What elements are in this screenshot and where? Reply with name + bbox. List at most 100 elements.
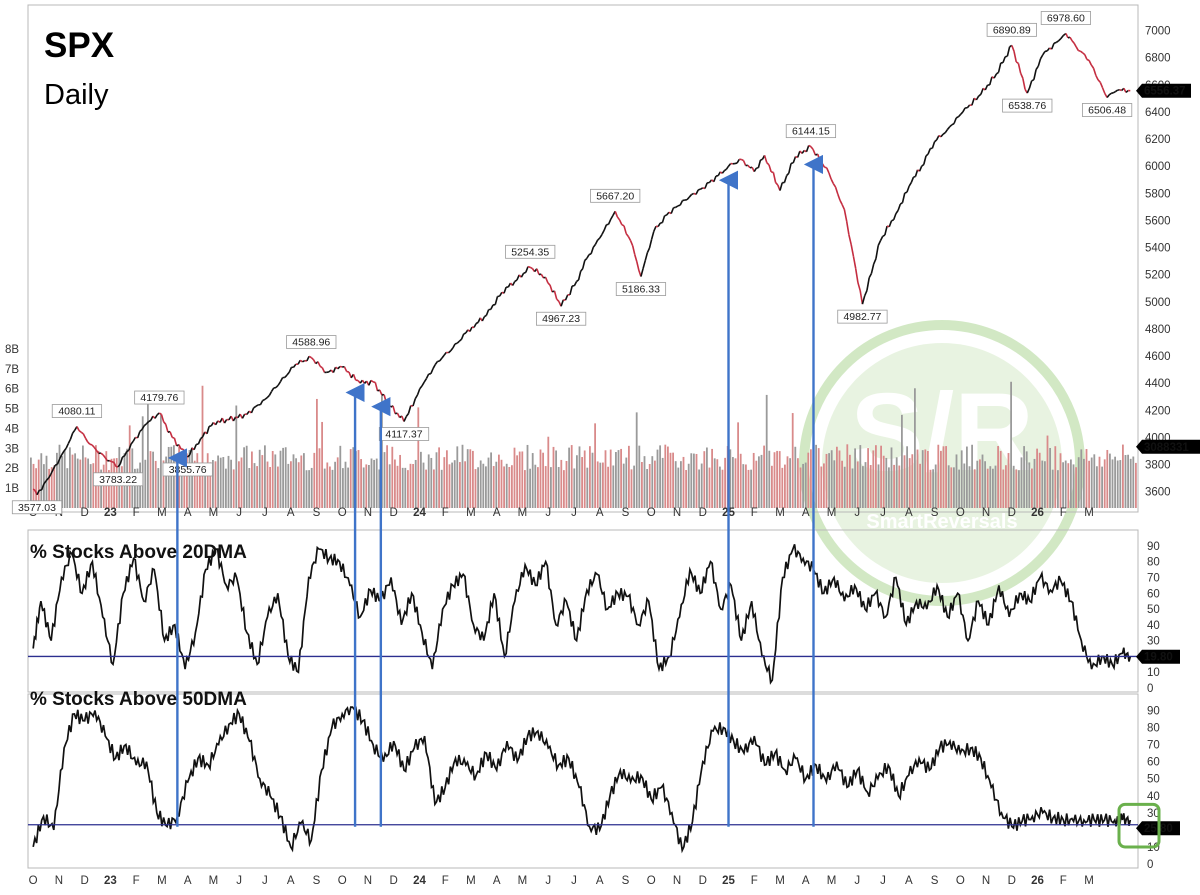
- volume-bar: [108, 470, 110, 508]
- price-segment: [938, 134, 942, 138]
- price-segment: [63, 447, 67, 452]
- x-tick-label: D: [390, 875, 398, 887]
- price-segment: [599, 234, 603, 239]
- volume-bar: [791, 413, 794, 508]
- price-segment: [76, 426, 80, 432]
- price-segment: [119, 456, 124, 465]
- price-tick-label: 3600: [1145, 487, 1171, 499]
- x-tick-label: F: [133, 875, 140, 887]
- volume-bar: [303, 453, 305, 508]
- x-tick-label: M: [1084, 507, 1094, 519]
- price-segment: [691, 192, 695, 196]
- price-segment: [980, 88, 984, 95]
- price-segment: [197, 438, 202, 445]
- price-segment: [452, 343, 456, 349]
- volume-bar: [334, 461, 336, 508]
- price-annotation-label: 3783.22: [99, 474, 137, 486]
- price-segment: [1125, 89, 1129, 93]
- volume-bar: [903, 455, 906, 508]
- volume-bar: [524, 470, 526, 508]
- volume-bar: [414, 459, 417, 508]
- price-segment: [547, 282, 551, 286]
- price-segment: [1082, 52, 1086, 56]
- volume-bar: [1054, 446, 1057, 508]
- volume-bar: [1098, 456, 1101, 508]
- pct-above-20dma-line: [32, 544, 1132, 685]
- price-segment: [768, 164, 772, 173]
- volume-bar: [620, 448, 622, 508]
- volume-bar: [1007, 453, 1010, 508]
- price-segment: [644, 252, 649, 261]
- volume-bar: [604, 450, 607, 508]
- volume-bar: [531, 453, 534, 508]
- volume-bar: [804, 462, 807, 508]
- price-annotation-label: 3577.03: [18, 502, 56, 514]
- volume-bar: [685, 470, 687, 508]
- x-tick-label: M: [209, 875, 219, 887]
- volume-bar: [893, 464, 895, 508]
- volume-tick-label: 7B: [5, 364, 19, 376]
- price-segment: [536, 268, 540, 275]
- price-segment: [616, 216, 621, 221]
- volume-bar: [609, 449, 612, 508]
- price-segment: [843, 209, 848, 222]
- price-segment: [812, 149, 817, 156]
- x-tick-label: A: [184, 875, 192, 887]
- price-segment: [757, 159, 762, 168]
- price-segment: [91, 444, 95, 448]
- price-segment: [1071, 40, 1075, 44]
- price-annotation: 6978.60: [1040, 11, 1091, 25]
- volume-bar: [396, 465, 399, 508]
- price-segment: [740, 158, 744, 162]
- volume-bar: [1111, 459, 1114, 508]
- price-segment: [160, 414, 165, 423]
- volume-bar: [942, 446, 945, 508]
- volume-tick-label: 2B: [5, 463, 19, 475]
- price-segment: [235, 416, 239, 419]
- price-segment: [319, 365, 323, 369]
- volume-bar: [880, 445, 882, 508]
- x-tick-label: O: [956, 875, 965, 887]
- price-segment: [135, 436, 138, 439]
- price-segment: [109, 459, 113, 463]
- volume-bar: [794, 446, 797, 508]
- price-segment: [882, 234, 886, 238]
- oscillator-tick-label: 40: [1147, 791, 1160, 803]
- volume-bar: [295, 458, 297, 508]
- volume-bar: [271, 451, 274, 508]
- volume-bar: [518, 451, 521, 508]
- panel-frame: [27, 529, 1139, 693]
- price-segment: [640, 268, 644, 277]
- price-segment: [36, 489, 41, 496]
- volume-bar: [201, 385, 204, 508]
- price-segment: [454, 342, 458, 345]
- volume-bar: [82, 445, 84, 508]
- price-tick-label: 4400: [1145, 378, 1171, 390]
- oscillator-tick-label: 30: [1147, 808, 1160, 820]
- volume-bar: [209, 462, 212, 508]
- price-annotation-label: 5667.20: [596, 190, 634, 202]
- price-segment: [520, 272, 525, 278]
- price-segment: [111, 460, 115, 464]
- volume-bar: [950, 467, 953, 508]
- price-segment: [308, 355, 312, 359]
- volume-bar: [786, 456, 789, 508]
- volume-bar: [654, 460, 656, 508]
- x-tick-label: J: [571, 875, 577, 887]
- price-segment: [783, 175, 788, 183]
- price-segment: [284, 374, 288, 378]
- price-segment: [594, 239, 599, 245]
- volume-bar: [1062, 462, 1064, 508]
- price-segment: [132, 436, 137, 442]
- price-annotation-label: 6538.76: [1008, 100, 1046, 112]
- price-segment: [888, 220, 893, 228]
- x-tick-label: J: [880, 507, 886, 519]
- volume-bar: [776, 450, 778, 508]
- price-segment: [1033, 69, 1037, 80]
- oscillator-tick-label: 50: [1147, 774, 1160, 786]
- x-tick-label: D: [81, 875, 89, 887]
- price-segment: [266, 394, 270, 399]
- price-segment: [201, 431, 206, 438]
- price-segment: [456, 340, 460, 344]
- volume-bar: [737, 422, 739, 508]
